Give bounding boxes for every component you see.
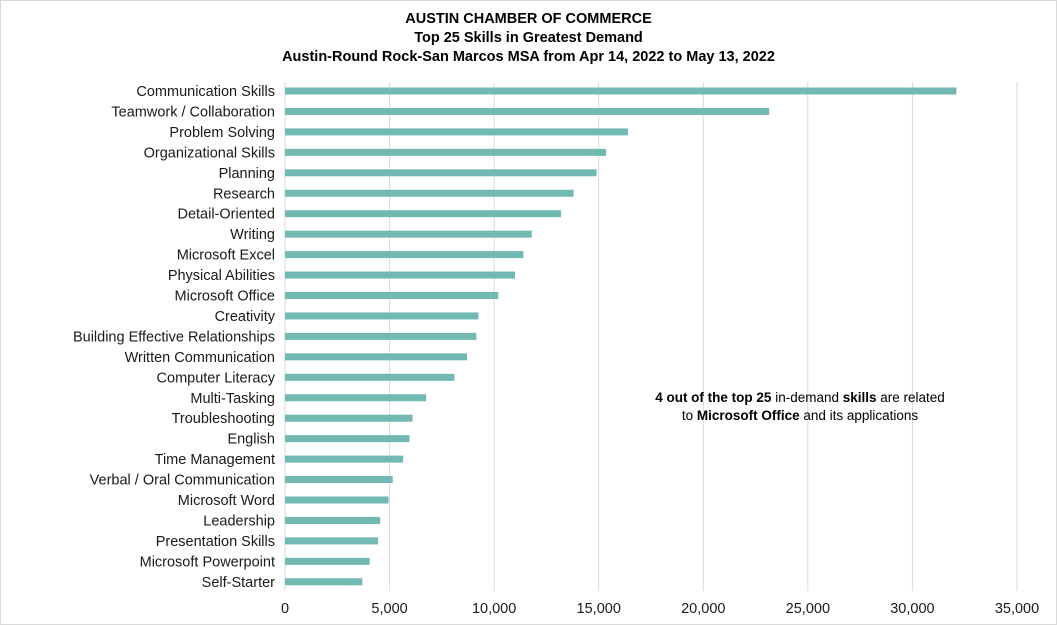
bar [285,251,524,259]
x-tick-label: 0 [281,601,289,617]
x-tick-label: 35,000 [995,601,1039,617]
bar [285,128,628,136]
category-label: Physical Abilities [168,268,275,284]
bar [285,230,532,238]
category-label: Written Communication [125,350,275,366]
category-label: Planning [219,166,275,182]
category-label: Computer Literacy [157,370,276,386]
x-tick-label: 5,000 [371,601,407,617]
bar [285,373,455,381]
bar [285,435,410,443]
x-tick-label: 25,000 [786,601,830,617]
bar [285,557,370,565]
category-label: Leadership [203,513,275,529]
category-label: Microsoft Excel [177,248,275,264]
category-label: Time Management [155,452,275,468]
category-label: Microsoft Word [178,493,275,509]
bar [285,169,597,177]
bar [285,476,393,484]
bar [285,312,479,320]
category-label: Multi-Tasking [190,391,275,407]
bar [285,292,499,299]
x-tick-label: 15,000 [577,601,621,617]
category-label: Troubleshooting [172,411,275,427]
bar [285,578,363,586]
bar [285,271,516,279]
bar [285,537,379,545]
category-label: Creativity [215,309,276,325]
bar [285,87,957,95]
bar [285,496,389,504]
chart-subtitle: Top 25 Skills in Greatest Demand [414,30,643,46]
x-tick-label: 10,000 [472,601,516,617]
chart-titles: AUSTIN CHAMBER OF COMMERCE Top 25 Skills… [0,10,1057,67]
bar [285,516,381,524]
bar [285,414,413,422]
bar [285,394,427,402]
x-tick-label: 20,000 [681,601,725,617]
category-label: Self-Starter [202,575,275,591]
category-label: Teamwork / Collaboration [111,104,275,120]
bar [285,210,562,218]
bar [285,353,467,361]
category-label: English [227,432,275,448]
x-tick-label: 30,000 [890,601,934,617]
category-label: Presentation Skills [156,534,275,550]
chart-title: AUSTIN CHAMBER OF COMMERCE [405,11,652,27]
bar [285,332,477,340]
category-label: Microsoft Office [175,289,275,305]
category-label: Problem Solving [169,125,275,141]
chart-annotation: 4 out of the top 25 in-demand skills are… [600,389,1000,425]
bar [285,455,404,463]
category-label: Microsoft Powerpoint [140,554,275,570]
bar [285,189,574,197]
annotation-line-2: to Microsoft Office and its applications [681,408,919,423]
category-label: Detail-Oriented [177,207,275,223]
category-label: Organizational Skills [144,145,275,161]
category-label: Writing [230,227,275,243]
bar [285,107,770,115]
bar [285,148,607,156]
category-label: Research [213,186,275,202]
category-label: Verbal / Oral Communication [90,473,275,489]
chart-subtitle-2: Austin-Round Rock-San Marcos MSA from Ap… [282,49,775,65]
category-label: Communication Skills [136,84,275,100]
category-label: Building Effective Relationships [73,329,275,345]
annotation-line-1: 4 out of the top 25 in-demand skills are… [655,390,945,405]
